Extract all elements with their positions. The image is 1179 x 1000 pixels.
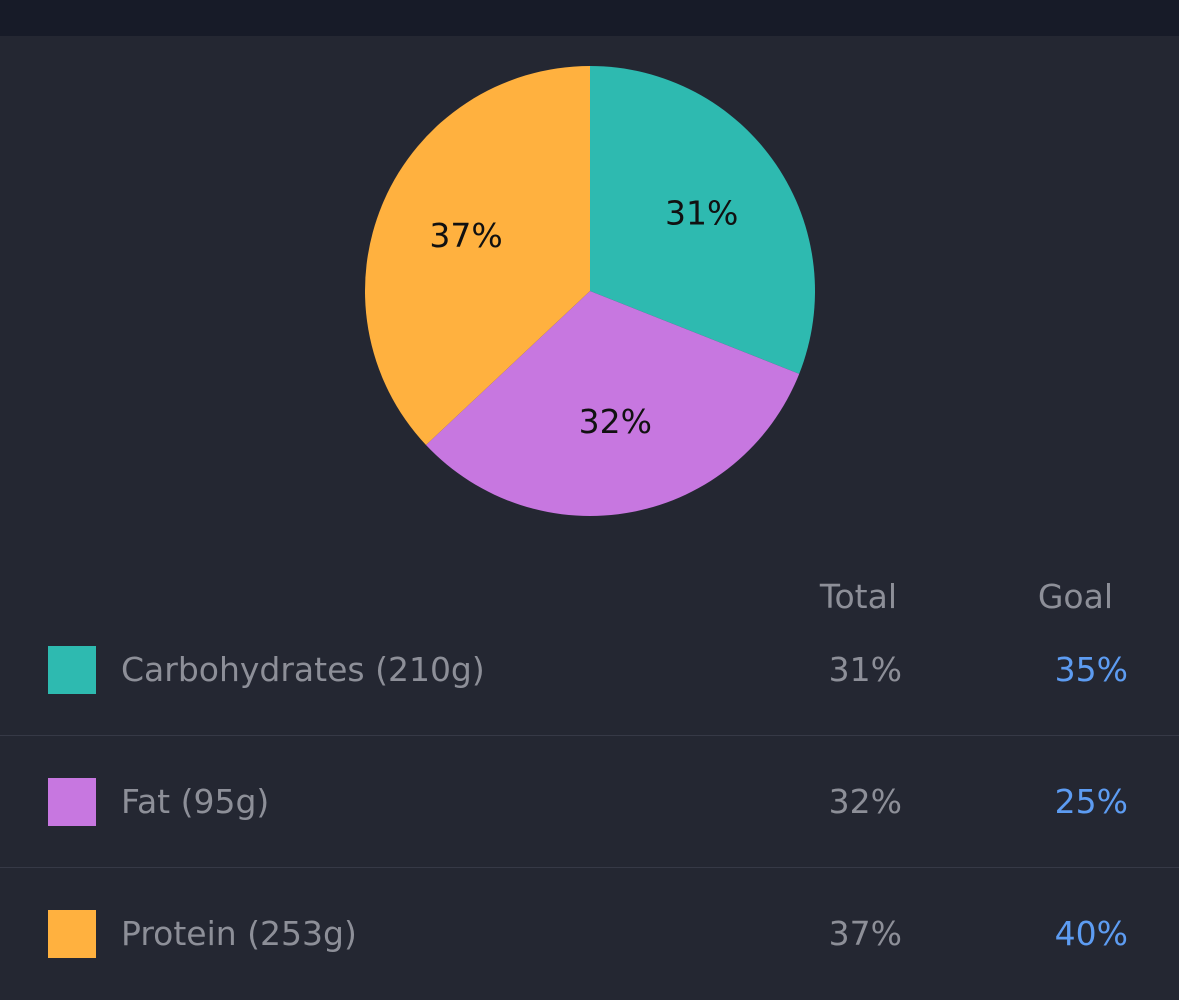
protein-label: Protein (253g) [121,914,357,953]
macro-row-fat[interactable]: Fat (95g) 32% 25% [0,736,1179,868]
column-header-goal: Goal [1037,577,1113,616]
protein-goal[interactable]: 40% [1054,914,1128,953]
fat-goal[interactable]: 25% [1054,782,1128,821]
column-header-total: Total [819,577,897,616]
carbohydrates-total: 31% [828,650,902,689]
pie-label-carbohydrates: 31% [665,194,738,233]
fat-label: Fat (95g) [121,782,270,821]
carbohydrates-label: Carbohydrates (210g) [121,650,485,689]
carbohydrates-goal[interactable]: 35% [1054,650,1128,689]
fat-total: 32% [828,782,902,821]
pie-slice-protein [365,66,590,446]
carbohydrates-color-swatch [48,646,96,694]
row-divider [0,735,1179,736]
fat-color-swatch [48,778,96,826]
macro-row-carbohydrates[interactable]: Carbohydrates (210g) 31% 35% [0,604,1179,736]
macro-pie-chart: 31% 32% 37% [365,66,815,516]
top-bar [0,0,1179,36]
pie-slice-carbohydrates [590,66,815,374]
pie-label-protein: 37% [429,216,502,255]
macro-row-protein[interactable]: Protein (253g) 37% 40% [0,868,1179,1000]
row-divider [0,867,1179,868]
macros-panel: 31% 32% 37% Total Goal Carbohydrates (210g… [0,36,1179,996]
protein-total: 37% [828,914,902,953]
protein-color-swatch [48,910,96,958]
pie-label-fat: 32% [579,402,652,441]
pie-slice-fat [425,291,800,516]
